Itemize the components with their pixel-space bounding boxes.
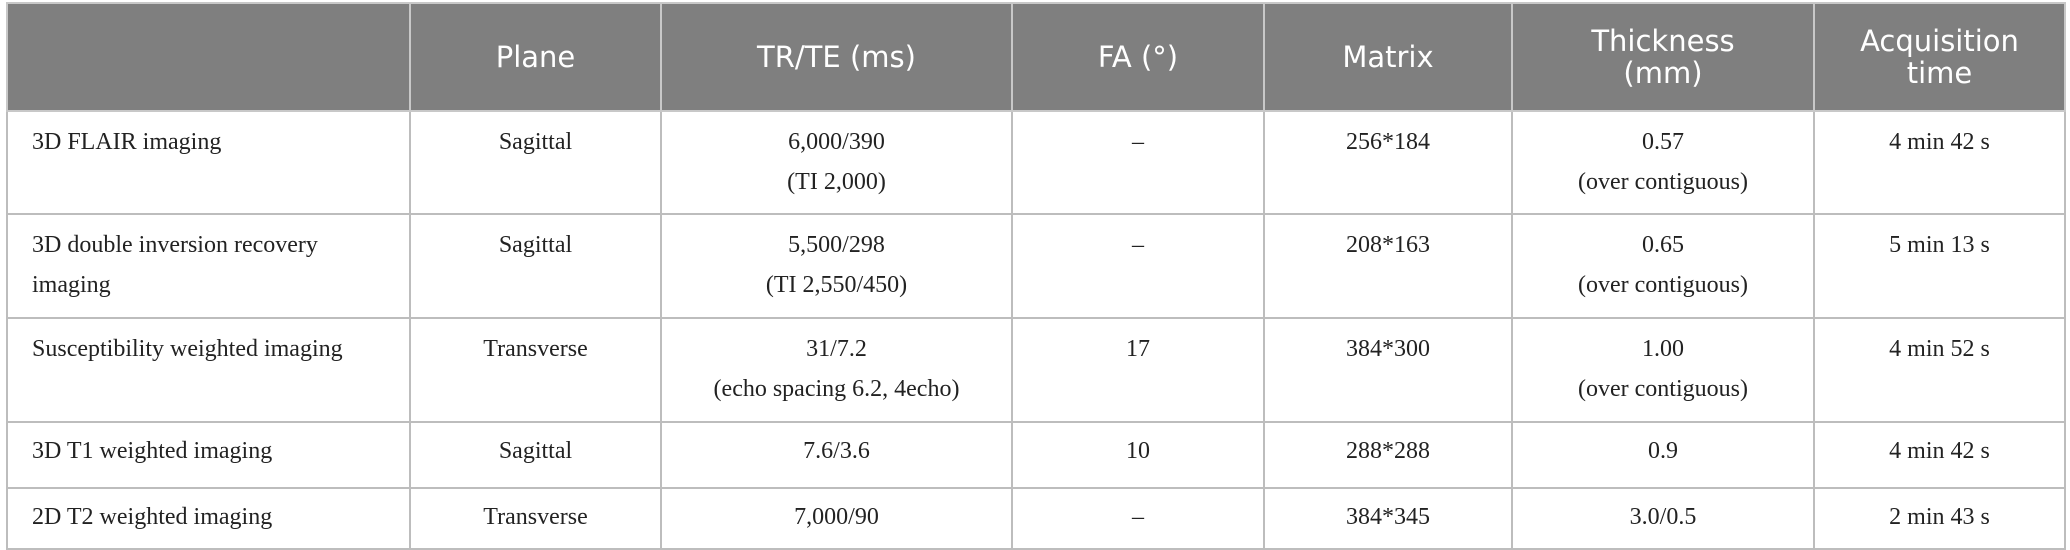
- cell-text: Matrix: [1342, 40, 1434, 74]
- cell-text: TR/TE (ms): [757, 40, 916, 74]
- table-cell: 0.9: [1511, 421, 1815, 489]
- table-row: 3D double inversion recovery imaging Sagi…: [6, 213, 2066, 319]
- cell-text: time: [1906, 56, 1973, 90]
- cell-text: Sagittal: [498, 129, 573, 155]
- cell-text: Plane: [495, 40, 576, 74]
- table-row: Susceptibility weighted imaging Transvers…: [6, 317, 2066, 423]
- table-cell: 0.57 (over contiguous): [1511, 110, 1815, 215]
- table-cell: –: [1011, 110, 1265, 215]
- protocol-table: Plane TR/TE (ms) FA (°) Matrix Thickness (mm)…: [6, 2, 2066, 550]
- cell-text: 6,000/390: [788, 129, 885, 155]
- cell-text: 0.9: [1648, 438, 1678, 464]
- table-cell: 3D double inversion recovery imaging: [6, 213, 411, 319]
- table-cell: 7.6/3.6: [660, 421, 1013, 489]
- table-row: 3D FLAIR imaging Sagittal 6,000/390 (TI 2,0…: [6, 110, 2066, 215]
- table-cell: 256*184: [1263, 110, 1513, 215]
- table-cell: Transverse: [409, 317, 662, 423]
- cell-text: 3D T1 weighted imaging: [32, 438, 273, 464]
- cell-text: 31/7.2: [806, 336, 867, 362]
- cell-text: 3D FLAIR imaging: [32, 129, 222, 155]
- cell-text: 4 min 52 s: [1889, 336, 1990, 362]
- cell-text: Sagittal: [498, 232, 573, 258]
- table-cell: Sagittal: [409, 421, 662, 489]
- cell-text: 0.65: [1642, 232, 1684, 258]
- table-cell: 2 min 43 s: [1813, 487, 2066, 550]
- header-cell: Acquisition time: [1813, 2, 2066, 112]
- table-row: 2D T2 weighted imaging Transverse 7,000/90…: [6, 487, 2066, 550]
- cell-text: 10: [1126, 438, 1150, 464]
- cell-text: 256*184: [1346, 129, 1430, 155]
- cell-text: 7,000/90: [794, 504, 879, 530]
- cell-text: (echo spacing 6.2, 4echo): [713, 376, 960, 402]
- table-cell: 4 min 52 s: [1813, 317, 2066, 423]
- table-cell: 384*300: [1263, 317, 1513, 423]
- cell-text: 3.0/0.5: [1629, 504, 1697, 530]
- header-cell: TR/TE (ms): [660, 2, 1013, 112]
- cell-text: (over contiguous): [1578, 376, 1748, 402]
- header-cell: Plane: [409, 2, 662, 112]
- table-cell: 4 min 42 s: [1813, 110, 2066, 215]
- table-cell: 3.0/0.5: [1511, 487, 1815, 550]
- cell-text: 5,500/298: [788, 232, 885, 258]
- header-cell: FA (°): [1011, 2, 1265, 112]
- cell-text: –: [1132, 129, 1144, 155]
- table-cell: 10: [1011, 421, 1265, 489]
- table-cell: 5,500/298 (TI 2,550/450): [660, 213, 1013, 319]
- table-cell: 3D T1 weighted imaging: [6, 421, 411, 489]
- table-cell: –: [1011, 487, 1265, 550]
- cell-text: FA (°): [1097, 40, 1179, 74]
- table-cell: 0.65 (over contiguous): [1511, 213, 1815, 319]
- header-cell: Thickness (mm): [1511, 2, 1815, 112]
- cell-text: Acquisition: [1860, 24, 2019, 58]
- cell-text: 17: [1126, 336, 1150, 362]
- cell-text: 4 min 42 s: [1889, 438, 1990, 464]
- header-cell: Matrix: [1263, 2, 1513, 112]
- table-cell: Susceptibility weighted imaging: [6, 317, 411, 423]
- cell-text: Sagittal: [498, 438, 573, 464]
- table-cell: 17: [1011, 317, 1265, 423]
- table-cell: Sagittal: [409, 110, 662, 215]
- cell-text: 288*288: [1346, 438, 1430, 464]
- cell-text: (over contiguous): [1578, 169, 1748, 195]
- header-cell: [6, 2, 411, 112]
- table-cell: 208*163: [1263, 213, 1513, 319]
- cell-text: (TI 2,000): [787, 169, 886, 195]
- cell-text: (over contiguous): [1578, 272, 1748, 298]
- cell-text: 384*300: [1346, 336, 1430, 362]
- table-cell: 2D T2 weighted imaging: [6, 487, 411, 550]
- table-cell: 384*345: [1263, 487, 1513, 550]
- cell-text: –: [1132, 504, 1144, 530]
- table-cell: 3D FLAIR imaging: [6, 110, 411, 215]
- table-cell: 5 min 13 s: [1813, 213, 2066, 319]
- header-row: Plane TR/TE (ms) FA (°) Matrix Thickness (mm)…: [6, 2, 2066, 112]
- table-row: 3D T1 weighted imaging Sagittal 7.6/3.6 10 2…: [6, 421, 2066, 489]
- table-cell: 31/7.2 (echo spacing 6.2, 4echo): [660, 317, 1013, 423]
- cell-text: 7.6/3.6: [803, 438, 870, 464]
- cell-text: 0.57: [1642, 129, 1684, 155]
- table-cell: 6,000/390 (TI 2,000): [660, 110, 1013, 215]
- cell-text: 4 min 42 s: [1889, 129, 1990, 155]
- table-cell: 4 min 42 s: [1813, 421, 2066, 489]
- cell-text: 2 min 43 s: [1889, 504, 1990, 530]
- cell-text: 3D double inversion recovery imaging: [32, 232, 318, 298]
- cell-text: –: [1132, 232, 1144, 258]
- table-cell: 7,000/90: [660, 487, 1013, 550]
- cell-text: (mm): [1623, 56, 1703, 90]
- table-cell: Sagittal: [409, 213, 662, 319]
- table-cell: 288*288: [1263, 421, 1513, 489]
- table-cell: 1.00 (over contiguous): [1511, 317, 1815, 423]
- cell-text: Transverse: [483, 336, 588, 362]
- cell-text: 2D T2 weighted imaging: [32, 504, 273, 530]
- cell-text: Thickness: [1591, 24, 1735, 58]
- cell-text: 1.00: [1642, 336, 1684, 362]
- cell-text: 208*163: [1346, 232, 1430, 258]
- cell-text: (TI 2,550/450): [765, 272, 908, 298]
- table-cell: Transverse: [409, 487, 662, 550]
- cell-text: Susceptibility weighted imaging: [32, 336, 343, 362]
- cell-text: 384*345: [1346, 504, 1430, 530]
- cell-text: 5 min 13 s: [1889, 232, 1990, 258]
- table-cell: –: [1011, 213, 1265, 319]
- cell-text: Transverse: [483, 504, 588, 530]
